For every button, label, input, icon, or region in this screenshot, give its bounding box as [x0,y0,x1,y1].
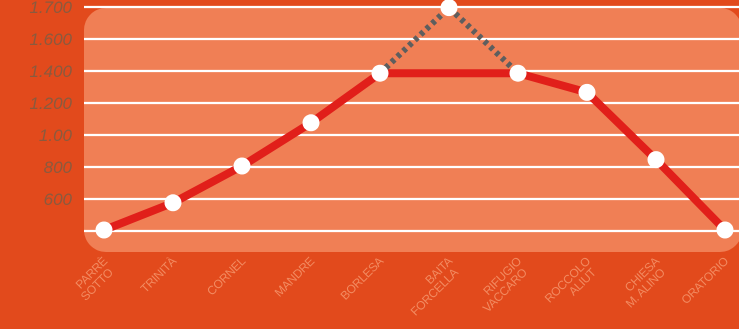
x-tick-label: ROCCOLOALIUT [542,254,602,314]
x-tick-label: PARRÈSOTTO [69,253,119,303]
data-point [233,157,251,175]
x-tick-labels: PARRÈSOTTO TRINITÀ CORNEL MANDRE BORLESA BAIT… [69,253,731,319]
data-point [164,194,182,212]
data-point [578,83,596,101]
y-tick-label: 1.400 [29,62,72,81]
data-point [302,114,320,132]
data-point [716,221,734,239]
data-point [509,64,527,82]
y-tick-label: 800 [44,158,73,177]
x-tick-label: RIFUGIOVACCARO [472,254,533,315]
data-point [440,0,458,17]
y-tick-label: 1.700 [29,0,72,17]
y-tick-label: 600 [44,190,73,209]
x-tick-label: CORNEL [204,254,248,298]
plot-background [84,8,739,252]
x-tick-label: ORATORIO [678,254,731,307]
markers [95,0,734,239]
x-tick-label: BAITAFORCELLA [399,254,464,319]
data-point [95,221,113,239]
data-point [647,151,665,169]
y-tick-label: 1.600 [29,30,72,49]
x-tick-label: CHIESAM. ALINO [614,254,671,311]
x-tick-label: MANDRE [272,254,318,300]
x-tick-label: BORLESA [338,254,387,303]
x-tick-label: TRINITÀ [137,253,179,295]
data-point [371,64,389,82]
y-tick-label: 1.200 [29,94,72,113]
y-tick-labels: 1.700 1.600 1.400 1.200 1.00 800 600 [29,0,72,209]
y-tick-label: 1.00 [39,126,73,145]
